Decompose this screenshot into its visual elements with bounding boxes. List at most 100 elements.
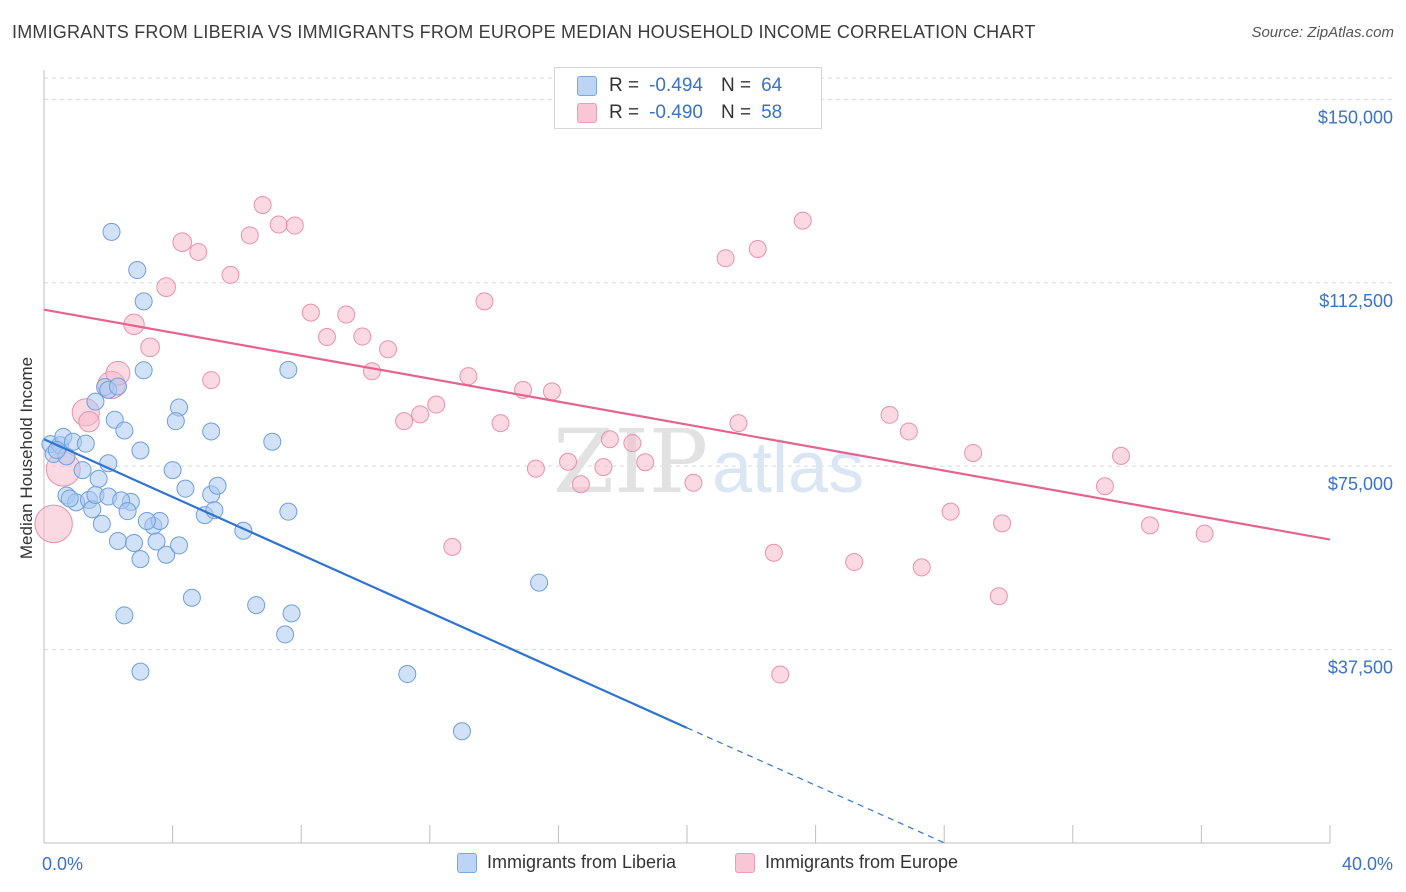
watermark-atlas: atlas [712,428,864,508]
europe-point [353,327,372,346]
europe-point [559,452,578,471]
europe-point [202,371,221,390]
europe-point [600,430,619,449]
europe-point [253,195,272,214]
x-tick-label: 0.0% [42,854,83,874]
liberia-point [128,261,147,280]
liberia-n-label: N = [720,75,752,96]
europe-point [427,395,446,414]
legend-label-europe: Immigrants from Europe [765,852,959,872]
liberia-point [134,292,153,311]
series-legend: Immigrants from Liberia Immigrants from … [0,852,1406,878]
liberia-point [208,476,227,495]
europe-point [317,328,336,347]
grid-layer [44,77,1395,651]
liberia-point [147,532,166,551]
liberia-point [108,377,127,396]
liberia-point [282,604,301,623]
legend-row-europe: R = -0.490 N = 58 [577,100,782,126]
liberia-n-value: 64 [761,75,783,96]
europe-point [189,242,208,261]
liberia-point [125,533,144,552]
europe-point [475,292,494,311]
liberia-point [137,511,156,530]
tick-labels: $37,500 $75,000 $112,500 $150,000 0.0% 40.0% [42,107,1393,874]
europe-point [269,215,288,234]
liberia-point [115,606,134,625]
liberia-point [60,489,79,508]
liberia-point [452,722,471,741]
europe-point [240,226,259,245]
correlation-legend: R = -0.494 N = 64 R = -0.490 N = 58 [554,67,822,129]
liberia-point [279,360,298,379]
europe-swatch-icon [577,103,597,123]
x-tick-label: 40.0% [1342,854,1393,874]
europe-point [964,443,983,462]
europe-point [459,367,478,386]
liberia-trend-line [43,438,688,729]
europe-point [285,216,304,235]
europe-point [156,277,177,298]
europe-point [764,543,783,562]
legend-row-liberia: R = -0.494 N = 64 [577,73,782,99]
y-tick-label: $112,500 [1319,291,1393,311]
europe-point [941,502,960,521]
liberia-legend-swatch-icon [457,852,477,873]
liberia-point [247,596,266,615]
europe-point [491,414,510,433]
europe-legend-swatch-icon [735,852,755,873]
liberia-r-label: R = [609,75,640,96]
europe-point [793,211,812,230]
europe-points [34,195,1214,684]
europe-point [140,337,160,358]
europe-point [301,303,320,322]
legend-item-liberia[interactable]: Immigrants from Liberia [457,852,676,873]
y-tick-label: $150,000 [1318,107,1393,127]
y-tick-label: $75,000 [1328,474,1393,494]
liberia-point [131,441,150,460]
europe-point [571,475,590,494]
axis-layer [43,70,1331,844]
europe-n-label: N = [720,102,752,123]
liberia-point [163,461,182,480]
europe-point [1095,477,1114,496]
europe-point [395,412,414,431]
europe-r-value: -0.490 [649,102,703,123]
chart-title: IMMIGRANTS FROM LIBERIA VS IMMIGRANTS FR… [12,22,1036,42]
liberia-point [102,222,121,241]
liberia-point [134,361,153,380]
europe-trend-line [43,308,1331,541]
europe-point [771,665,790,684]
watermark: ZIP atlas [553,410,864,513]
liberia-point [176,479,195,498]
europe-point [912,558,931,577]
europe-n-value: 58 [761,102,783,123]
liberia-point [86,392,105,411]
liberia-point [89,469,108,488]
europe-point [623,434,642,453]
liberia-r-value: -0.494 [649,75,703,96]
source-label: Source: ZipAtlas.com [1251,24,1394,41]
liberia-trend-extension [686,727,945,844]
liberia-swatch-icon [577,76,597,96]
europe-point [1195,524,1214,543]
liberia-point [398,665,417,684]
liberia-point [157,545,176,564]
legend-item-europe[interactable]: Immigrants from Europe [735,852,958,873]
liberia-point [530,573,549,592]
liberia-point [182,588,201,607]
liberia-point [73,461,92,480]
watermark-zip: ZIP [553,410,708,513]
europe-point [542,382,561,401]
europe-point [729,414,748,433]
liberia-point [131,662,150,681]
liberia-point [170,536,189,555]
europe-point [845,553,864,572]
liberia-point [76,434,95,453]
europe-point [748,240,767,259]
europe-point [443,537,462,556]
europe-point [411,405,430,424]
liberia-point [131,550,150,569]
europe-point [716,249,735,268]
